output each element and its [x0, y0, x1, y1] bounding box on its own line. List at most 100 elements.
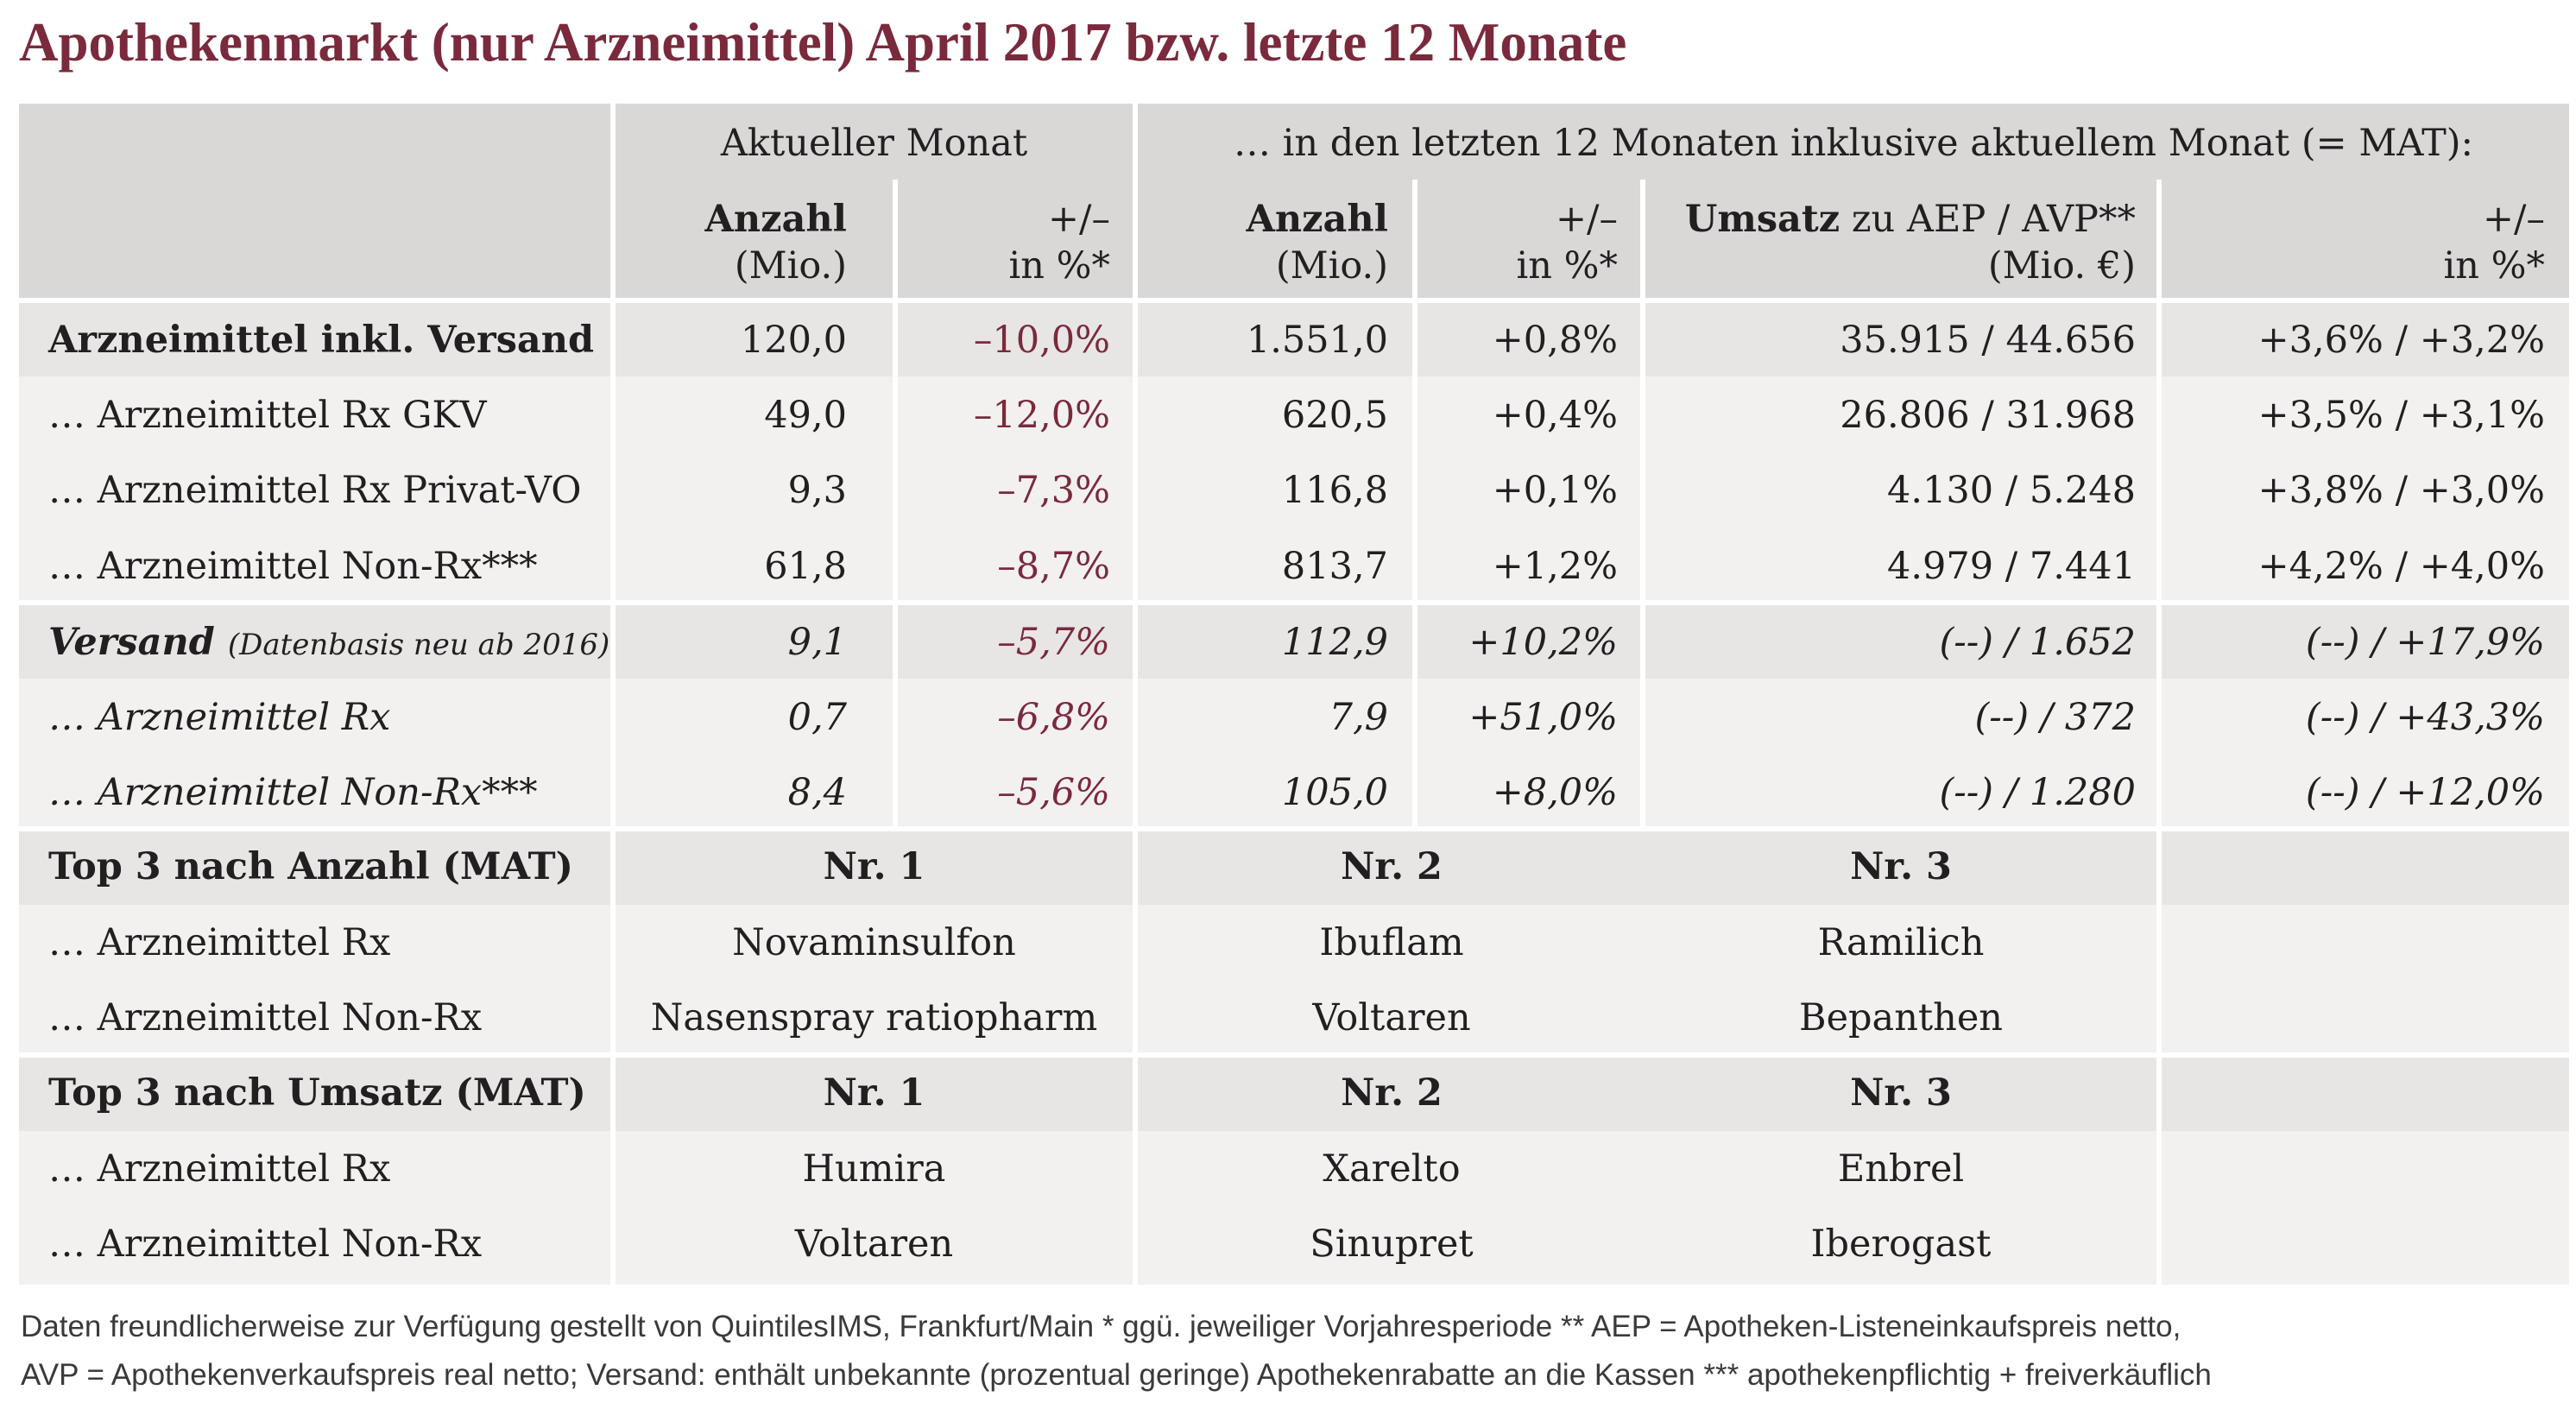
cell-change-mat: +0,4%	[1492, 394, 1618, 437]
col-header-umsatz-rest: zu AEP / AVP**	[1840, 198, 2136, 241]
group-header-current: Aktueller Monat	[720, 122, 1028, 165]
row-band-top-anzahl-detail	[19, 905, 2569, 1055]
col-header-change-unit: in %*	[1008, 244, 1110, 287]
cell-change-mat: +0,1%	[1492, 469, 1618, 512]
cell-change: –7,3%	[997, 469, 1110, 512]
row-label: Arzneimittel inkl. Versand	[48, 316, 594, 364]
col-header-anzahl: Anzahl	[704, 198, 847, 241]
footnote-line-2: AVP = Apothekenverkaufspreis real netto;…	[21, 1358, 2212, 1392]
cell-anzahl-mat: 112,9	[1281, 621, 1388, 664]
col-header-change-mat-unit: in %*	[1516, 244, 1618, 287]
top-umsatz-rx-1: Humira	[802, 1147, 946, 1191]
cell-anzahl: 0,7	[787, 696, 847, 739]
cell-change-umsatz: (--) / +12,0%	[2305, 771, 2545, 814]
row-band-versand	[19, 603, 2569, 679]
top-anzahl-rx-1: Novaminsulfon	[732, 921, 1016, 964]
divider	[1640, 180, 1645, 827]
col-header-anzahl-mat-unit: (Mio.)	[1275, 244, 1388, 287]
row-label: … Arzneimittel Rx	[48, 693, 390, 742]
cell-change: –6,8%	[997, 696, 1110, 739]
top-anzahl-rx-2: Ibuflam	[1319, 921, 1464, 964]
cell-change-umsatz: (--) / +17,9%	[2305, 621, 2545, 664]
top-anzahl-nonrx-1: Nasenspray ratiopharm	[650, 996, 1098, 1039]
col-header-change-mat: +/–	[1555, 198, 1618, 241]
row-label: … Arzneimittel Non-Rx***	[48, 768, 538, 817]
footnote-line-1: Daten freundlicherweise zur Verfügung ge…	[21, 1310, 2181, 1343]
top-umsatz-nr3: Nr. 3	[1850, 1071, 1952, 1115]
row-label: … Arzneimittel Rx Privat-VO	[48, 466, 581, 515]
row-band-detail	[19, 376, 2569, 603]
cell-change-mat: +8,0%	[1492, 771, 1618, 814]
top-anzahl-nr3: Nr. 3	[1850, 845, 1952, 888]
cell-change-umsatz: +3,6% / +3,2%	[2257, 319, 2545, 362]
top-anzahl-nonrx-2: Voltaren	[1312, 996, 1471, 1039]
group-header-mat: … in den letzten 12 Monaten inklusive ak…	[1233, 122, 2474, 165]
row-label: … Arzneimittel Rx GKV	[48, 391, 487, 439]
page-title: Apothekenmarkt (nur Arzneimittel) April …	[19, 12, 1627, 73]
row-label-text: … Arzneimittel Rx Privat-VO	[48, 469, 582, 512]
col-header-anzahl-unit: (Mio.)	[734, 244, 847, 287]
divider	[1412, 180, 1417, 827]
divider	[2156, 180, 2162, 827]
top-anzahl-nr1: Nr. 1	[823, 845, 925, 888]
top-anzahl-nonrx-3: Bepanthen	[1798, 996, 2004, 1039]
cell-change-mat: +10,2%	[1468, 621, 1618, 664]
cell-anzahl: 9,3	[787, 469, 847, 512]
col-header-change-umsatz: +/–	[2482, 198, 2545, 241]
top-umsatz-nr1: Nr. 1	[823, 1071, 925, 1115]
top-umsatz-rx-3: Enbrel	[1837, 1147, 1965, 1191]
col-header-anzahl-mat: Anzahl	[1246, 198, 1388, 241]
top-anzahl-nonrx-label: … Arzneimittel Non-Rx	[48, 996, 483, 1039]
divider	[610, 104, 616, 1285]
top-umsatz-rx-label: … Arzneimittel Rx	[48, 1147, 391, 1191]
cell-change: –12,0%	[973, 394, 1110, 437]
col-header-change-umsatz-unit: in %*	[2443, 244, 2545, 287]
col-header-umsatz-unit: (Mio. €)	[1987, 244, 2136, 287]
top-anzahl-nr2: Nr. 2	[1341, 845, 1443, 888]
divider	[2156, 829, 2162, 1285]
market-table: Aktueller Monat … in den letzten 12 Mona…	[19, 104, 2569, 1285]
row-label-text: Versand	[48, 621, 215, 664]
row-label-text: … Arzneimittel Rx GKV	[48, 394, 487, 437]
row-label: Versand (Datenbasis neu ab 2016)	[48, 618, 609, 669]
cell-change: –5,7%	[997, 621, 1110, 664]
row-band-versand-detail	[19, 679, 2569, 829]
cell-umsatz: (--) / 1.280	[1939, 771, 2136, 814]
cell-change-umsatz: +3,5% / +3,1%	[2257, 394, 2545, 437]
cell-change: –5,6%	[997, 771, 1110, 814]
top-anzahl-rx-3: Ramilich	[1817, 921, 1985, 964]
top-umsatz-nonrx-1: Voltaren	[794, 1223, 954, 1266]
cell-anzahl-mat: 116,8	[1281, 469, 1388, 512]
cell-anzahl-mat: 620,5	[1281, 394, 1388, 437]
row-band-top-umsatz	[19, 1055, 2569, 1131]
divider	[893, 180, 898, 827]
row-band-top-anzahl	[19, 829, 2569, 905]
top-umsatz-nr2: Nr. 2	[1341, 1071, 1443, 1115]
cell-anzahl: 9,1	[787, 621, 847, 664]
cell-change-umsatz: +4,2% / +4,0%	[2257, 545, 2545, 588]
cell-change-umsatz: +3,8% / +3,0%	[2257, 469, 2545, 512]
cell-change-mat: +1,2%	[1492, 545, 1618, 588]
cell-umsatz: (--) / 1.652	[1939, 621, 2136, 664]
top-umsatz-nonrx-3: Iberogast	[1810, 1223, 1992, 1266]
cell-anzahl: 61,8	[764, 545, 847, 588]
cell-umsatz: (--) / 372	[1974, 696, 2136, 739]
cell-change-mat: +51,0%	[1468, 696, 1618, 739]
cell-anzahl: 8,4	[787, 771, 847, 814]
divider	[19, 1052, 2569, 1058]
row-band-top-umsatz-detail	[19, 1131, 2569, 1285]
col-header-change: +/–	[1047, 198, 1110, 241]
divider	[19, 298, 2569, 303]
row-label-text: … Arzneimittel Non-Rx***	[48, 771, 538, 814]
header-band	[19, 104, 2569, 300]
cell-umsatz: 4.979 / 7.441	[1886, 545, 2136, 588]
cell-umsatz: 35.915 / 44.656	[1840, 319, 2136, 362]
row-label-text: Arzneimittel inkl. Versand	[48, 319, 595, 362]
divider	[19, 826, 2569, 831]
top-anzahl-rx-label: … Arzneimittel Rx	[48, 921, 391, 964]
col-header-umsatz: Umsatz zu AEP / AVP**	[1645, 195, 2136, 243]
cell-anzahl-mat: 7,9	[1329, 696, 1388, 739]
row-label: … Arzneimittel Non-Rx***	[48, 542, 538, 591]
cell-change: –8,7%	[997, 545, 1110, 588]
row-band-total	[19, 300, 2569, 376]
